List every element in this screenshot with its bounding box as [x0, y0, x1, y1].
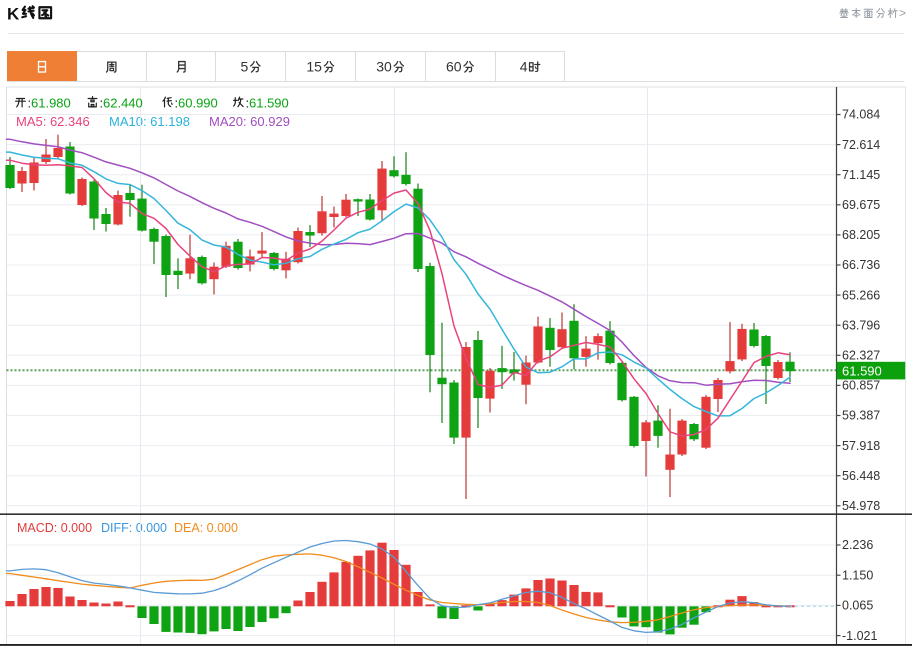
svg-text:0.065: 0.065: [842, 599, 873, 613]
svg-text:65.266: 65.266: [842, 288, 880, 302]
svg-text:-1.021: -1.021: [842, 629, 877, 643]
svg-text:60: 60: [446, 59, 462, 75]
svg-text:62.327: 62.327: [842, 349, 880, 363]
svg-text::: :: [175, 96, 179, 111]
svg-text:56.448: 56.448: [842, 469, 880, 483]
svg-text:5: 5: [241, 59, 249, 75]
svg-text:74.084: 74.084: [842, 108, 880, 122]
svg-text:4: 4: [520, 59, 528, 75]
svg-text:15: 15: [306, 59, 322, 75]
svg-text:59.387: 59.387: [842, 409, 880, 423]
svg-text:60.990: 60.990: [178, 96, 218, 111]
svg-text:69.675: 69.675: [842, 198, 880, 212]
svg-text:63.796: 63.796: [842, 318, 880, 332]
svg-text::: :: [100, 96, 104, 111]
svg-text:68.205: 68.205: [842, 228, 880, 242]
svg-text:54.978: 54.978: [842, 499, 880, 513]
svg-text::: :: [28, 96, 32, 111]
svg-text:62.440: 62.440: [103, 96, 143, 111]
svg-text:K: K: [7, 5, 20, 24]
svg-text:61.980: 61.980: [31, 96, 71, 111]
svg-text:66.736: 66.736: [842, 258, 880, 272]
svg-text:1.150: 1.150: [842, 568, 873, 582]
svg-text:72.614: 72.614: [842, 138, 880, 152]
svg-text:30: 30: [376, 59, 392, 75]
svg-text:60.857: 60.857: [842, 379, 880, 393]
svg-text:61.590: 61.590: [249, 96, 289, 111]
svg-text:71.145: 71.145: [842, 168, 880, 182]
svg-text:61.590: 61.590: [842, 363, 882, 378]
svg-text:>: >: [899, 6, 906, 20]
svg-text:2.236: 2.236: [842, 538, 873, 552]
svg-text:57.918: 57.918: [842, 439, 880, 453]
svg-text::: :: [246, 96, 250, 111]
